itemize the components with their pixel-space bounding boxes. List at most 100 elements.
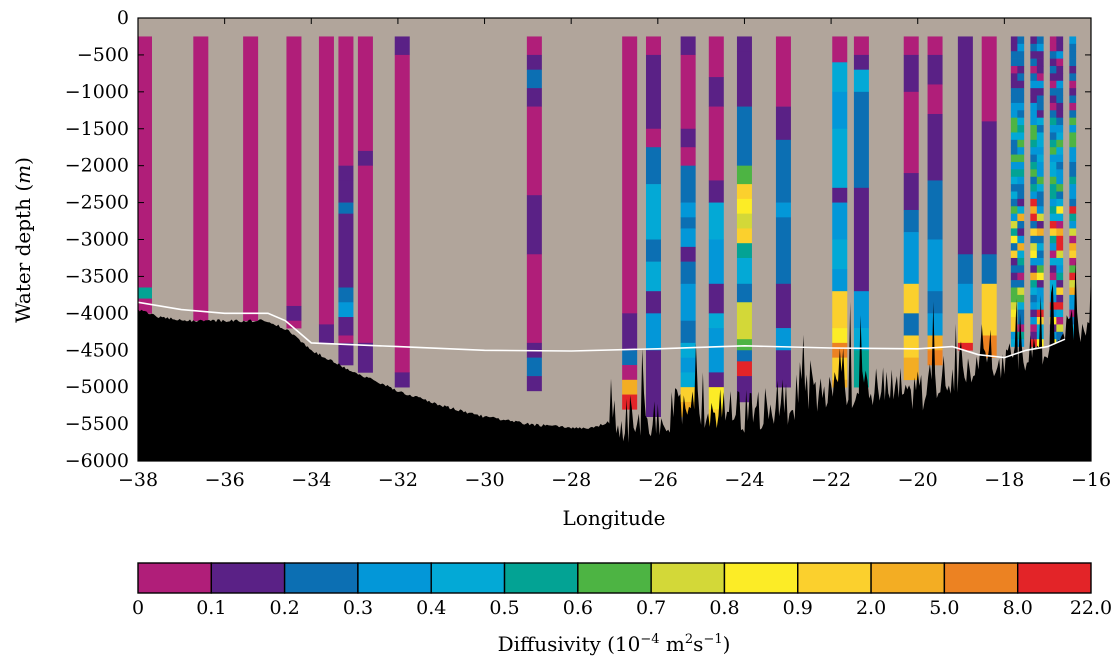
diffusivity-cell [622,36,638,314]
diffusivity-cell [680,202,696,218]
diffusivity-cell [1056,161,1064,170]
diffusivity-cell [1056,309,1064,318]
diffusivity-cell [318,36,334,325]
diffusivity-cell [903,283,919,314]
diffusivity-cell [1056,43,1064,52]
diffusivity-cell [775,217,791,285]
diffusivity-cell [1036,161,1044,170]
diffusivity-cell [1030,43,1038,52]
diffusivity-cell [1010,110,1018,118]
diffusivity-cell [1069,280,1077,288]
diffusivity-cell [1049,117,1057,126]
diffusivity-cell [1036,272,1044,281]
diffusivity-cell [708,313,724,329]
diffusivity-cell [957,254,973,285]
diffusivity-cell [832,239,848,270]
diffusivity-cell [645,36,661,56]
diffusivity-cell [1017,280,1025,288]
diffusivity-cell [1030,257,1038,266]
diffusivity-cell [1056,331,1064,340]
diffusivity-cell [1017,36,1025,45]
diffusivity-cell [1069,184,1077,192]
diffusivity-cell [853,91,869,189]
diffusivity-cell [1069,221,1077,229]
diffusivity-cell [1036,36,1044,45]
diffusivity-cell [903,232,919,285]
diffusivity-cell [1017,176,1025,185]
diffusivity-cell [526,54,542,70]
colorbar-tick-label: 0.6 [563,597,593,619]
diffusivity-cell [736,165,752,185]
diffusivity-cell [1049,206,1057,214]
diffusivity-cell [1056,154,1064,163]
diffusivity-cell [1049,287,1057,296]
x-tick-label: −24 [724,469,764,491]
diffusivity-cell [1036,169,1044,178]
diffusivity-cell [1036,58,1044,67]
diffusivity-cell [957,313,973,344]
diffusivity-cell [1030,139,1038,148]
diffusivity-cell [775,106,791,141]
diffusivity-cell [1056,287,1064,296]
diffusivity-cell [645,350,661,417]
diffusivity-cell [708,372,724,388]
diffusivity-cell [1069,139,1077,148]
diffusivity-cell [680,246,696,262]
diffusivity-cell [1010,221,1018,229]
diffusivity-cell [1010,125,1018,133]
diffusivity-cell [1069,80,1077,89]
diffusivity-cell [286,36,302,307]
x-tick-label: −20 [898,469,938,491]
diffusivity-cell [927,291,943,314]
x-tick-label: −28 [551,469,591,491]
diffusivity-cell [1036,132,1044,141]
diffusivity-cell [1017,221,1025,229]
diffusivity-cell [394,36,410,56]
diffusivity-cell [338,202,354,214]
diffusivity-cell [1049,110,1057,118]
diffusivity-cell [1056,317,1064,325]
diffusivity-cell [1056,58,1064,67]
colorbar-swatch [210,562,286,594]
diffusivity-cell [680,357,696,373]
diffusivity-cell [1010,191,1018,200]
diffusivity-cell [1069,95,1077,104]
diffusivity-cell [1017,147,1025,155]
diffusivity-cell [1010,302,1018,310]
diffusivity-cell [927,36,943,56]
diffusivity-cell [357,150,373,166]
diffusivity-cell [1049,36,1057,45]
diffusivity-cell [1069,161,1077,170]
diffusivity-cell [1030,184,1038,192]
diffusivity-cell [1010,88,1018,96]
diffusivity-cell [903,173,919,211]
diffusivity-cell [1010,117,1018,126]
diffusivity-cell [1056,147,1064,155]
colorbar-swatch [650,562,726,594]
diffusivity-cell [1017,125,1025,133]
diffusivity-cell [832,36,848,63]
diffusivity-cell [357,165,373,344]
colorbar-swatch [503,562,579,594]
diffusivity-cell [1030,169,1038,178]
diffusivity-cell [1030,243,1038,251]
diffusivity-cell [1036,73,1044,82]
diffusivity-cell [1017,191,1025,200]
diffusivity-cell [1056,257,1064,266]
diffusivity-cell [1010,95,1018,104]
y-tick-label: −2500 [65,192,129,214]
diffusivity-cell [338,213,354,288]
diffusivity-cell [1030,294,1038,303]
diffusivity-cell [708,106,724,181]
diffusivity-cell [1069,102,1077,111]
diffusivity-cell [1056,272,1064,281]
diffusivity-cell [1017,198,1025,207]
diffusivity-cell [1030,235,1038,244]
diffusivity-cell [1056,243,1064,251]
diffusivity-cell [1030,309,1038,318]
diffusivity-cell [1030,331,1038,340]
diffusivity-cell [903,357,919,381]
x-tick-label: −36 [205,469,245,491]
diffusivity-cell [708,77,724,107]
